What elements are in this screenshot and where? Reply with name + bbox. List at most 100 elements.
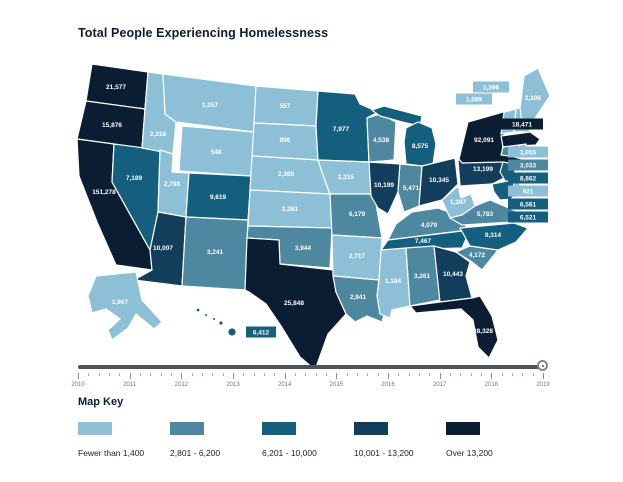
map-key-swatch-4 [354,422,388,435]
us-choropleth-map: 21,57715,876151,2787,1892,3161,3575482,7… [76,63,551,371]
slider-minor-tick [98,373,100,376]
map-key-label-5: Over 13,200 [446,448,493,458]
slider-minor-tick [305,373,307,376]
slider-track[interactable] [78,365,543,369]
slider-year-label-2017: 2017 [432,382,447,388]
state-WY[interactable] [178,125,255,177]
slider-year-label-2012: 2012 [174,382,188,388]
map-key-swatch-2 [170,422,204,435]
slider-year-label-2011: 2011 [123,382,137,388]
state-KS[interactable] [247,189,333,229]
state-ME[interactable] [519,67,551,123]
callout-value-NJ: 8,862 [520,175,537,182]
state-NC[interactable] [459,222,529,251]
state-SD[interactable] [251,122,319,161]
callout-box-CT [508,159,548,171]
slider-minor-tick [398,373,400,376]
slider-minor-tick [150,373,152,376]
callout-box-MD [508,198,548,210]
callout-box-MA [501,118,543,130]
timeline-slider[interactable]: 2010 2011 2012 2013 2014 2015 2016 2017 2018 2019 [71,360,550,394]
map-key-item-1: Fewer than 1,400 [78,422,170,458]
slider-year-label-2010: 2010 [71,382,85,388]
slider-minor-tick [222,373,224,376]
slider-minor-tick [264,373,265,376]
slider-minor-tick [429,373,431,376]
callout-value-HI: 6,412 [253,329,270,336]
slider-minor-tick [450,373,451,376]
slider-minor-tick [315,373,317,376]
state-HI-island5[interactable] [227,327,237,337]
slider-minor-tick [512,373,513,376]
state-SC[interactable] [455,245,499,271]
state-AK[interactable] [87,271,163,341]
slider-minor-tick [408,373,410,376]
slider-minor-tick [109,373,110,376]
slider-minor-tick [532,373,534,376]
map-key-label-1: Fewer than 1,400 [78,448,145,458]
state-HI-island1[interactable] [195,307,201,313]
slider-minor-tick [88,373,90,376]
slider-minor-tick [140,373,141,376]
slider-major-tick [284,373,286,379]
slider-handle[interactable] [537,360,548,371]
map-key-item-3: 6,201 - 10,000 [262,422,354,458]
slider-minor-tick [460,373,462,376]
state-MT[interactable] [162,73,257,133]
map-key-heading: Map Key [78,396,124,408]
state-IN[interactable] [397,163,423,213]
state-MI-lower[interactable] [403,121,437,167]
state-HI-island3[interactable] [211,316,217,322]
state-AR[interactable] [331,234,383,281]
slider-minor-tick [481,373,482,376]
map-key-swatch-5 [446,422,480,435]
state-FL[interactable] [409,295,499,359]
callout-value-MA: 18,471 [512,121,532,128]
slider-minor-tick [346,373,348,376]
page-title: Total People Experiencing Homelessness [78,26,329,40]
slider-minor-tick [326,373,327,376]
state-OH[interactable] [418,157,459,207]
slider-major-tick [336,373,338,379]
slider-minor-tick [119,373,121,376]
map-key-label-4: 10,001 - 13,200 [354,448,414,458]
state-MA[interactable] [500,131,541,148]
state-NM[interactable] [181,216,249,291]
slider-minor-tick [160,373,162,376]
slider-major-tick [129,373,131,379]
slider-year-label-2013: 2013 [226,382,240,388]
state-HI-island4[interactable] [218,320,224,326]
slider-minor-tick [367,373,369,376]
slider-major-tick [543,373,544,379]
state-WI[interactable] [366,113,397,163]
callout-box-RI [508,146,548,158]
map-key-item-2: 2,801 - 6,200 [170,422,262,458]
state-HI-island2[interactable] [203,312,209,318]
state-MO[interactable] [329,193,383,239]
map-key-item-5: Over 13,200 [446,422,538,458]
callout-value-VT: 1,089 [466,96,483,103]
callout-value-CT: 3,033 [520,162,537,169]
state-WV[interactable] [441,185,476,219]
slider-year-label-2019: 2019 [536,382,550,388]
slider-year-label-2016: 2016 [381,382,395,388]
callout-box-DE [508,185,548,197]
slider-major-tick [388,373,389,379]
state-ND[interactable] [253,85,319,127]
slider-minor-tick [470,373,472,376]
state-TX[interactable] [244,237,347,371]
callout-box-DC [508,211,548,223]
state-MS[interactable] [376,247,411,319]
slider-year-label-2015: 2015 [329,382,343,388]
callout-value-MD: 6,561 [520,201,537,208]
slider-minor-tick [253,373,255,376]
slider-major-tick [78,373,79,379]
slider-minor-tick [295,373,296,376]
callout-box-NJ [508,172,548,184]
callout-value-DC: 6,521 [520,214,537,221]
slider-minor-tick [357,373,358,376]
state-CO[interactable] [185,172,252,221]
slider-minor-tick [522,373,524,376]
callout-box-VT [456,93,492,105]
